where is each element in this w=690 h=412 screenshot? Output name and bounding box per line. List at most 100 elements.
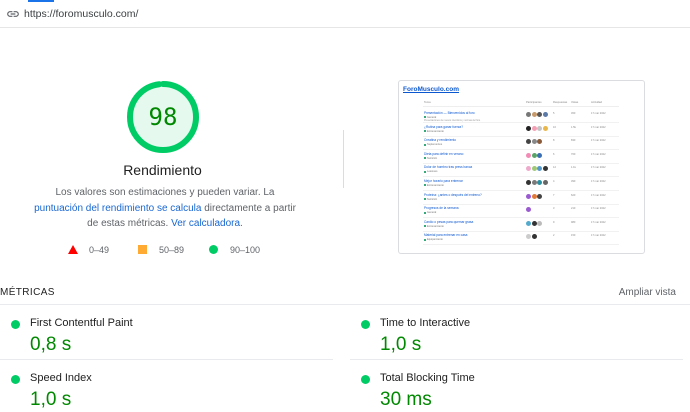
avatar-icon [531, 220, 537, 226]
thumbnail-views: 980 [571, 220, 576, 224]
avatar-icon [531, 193, 537, 199]
calculator-link[interactable]: Ver calculadora [171, 218, 241, 229]
thumbnail-topic-title: Creatina y rendimiento [424, 138, 457, 143]
page-screenshot-thumbnail[interactable]: ForoMusculo.com Tema Participantes Respu… [398, 80, 645, 254]
thumbnail-category-label: General [427, 116, 437, 119]
thumbnail-category-label: Nutrición [427, 197, 438, 201]
metric-value: 30 ms [380, 389, 432, 410]
metric-name: Speed Index [30, 372, 92, 384]
avatar-icon [531, 180, 537, 185]
avatar-icon [542, 180, 548, 185]
vertical-divider [343, 130, 344, 188]
avatar-icon [531, 166, 537, 172]
thumbnail-views: 620 [571, 193, 576, 197]
thumbnail-topic-title: Progresos de la semana [424, 206, 459, 211]
thumbnail-activity: 17 mar 2022 [591, 193, 606, 197]
metric-divider [350, 359, 683, 360]
legend-label: 50–89 [159, 245, 185, 255]
thumbnail-activity: 17 mar 2022 [591, 152, 606, 156]
thumbnail-replies: 4 [553, 180, 555, 183]
description-text-1: Los valores son estimaciones y pueden va… [55, 187, 275, 198]
avatar-icon [526, 152, 531, 158]
thumbnail-topic-row: Dieta para definir en verano Nutrición 6 76… [423, 151, 619, 164]
category-dot-icon [424, 116, 426, 119]
avatar-icon [531, 234, 537, 240]
avatar-icon [537, 112, 542, 117]
thumbnail-topic-category: Entrenamiento [424, 130, 444, 133]
description-text-2: directamente a partir de estas métricas. [87, 202, 296, 230]
thumbnail-topic-title: Proteína: ¿antes o después del entreno? [424, 192, 482, 197]
expand-view-toggle[interactable]: Ampliar vista [618, 287, 676, 298]
section-divider [0, 304, 690, 305]
metric-name: Total Blocking Time [380, 372, 475, 384]
metric-speed-index: Speed Index 1,0 s [0, 362, 333, 412]
thumbnail-column-header: Respuestas [553, 101, 568, 104]
thumbnail-replies: 10 [553, 125, 556, 129]
legend-label: 90–100 [230, 245, 261, 255]
thumbnail-views: 1.1k [571, 166, 576, 170]
score-calculation-link[interactable]: puntuación del rendimiento se calcula [34, 202, 202, 214]
thumbnail-category-label: Entrenamiento [427, 224, 444, 228]
thumbnail-activity: 17 mar 2022 [591, 166, 606, 170]
avatar-icon [526, 193, 531, 199]
thumbnail-activity: 17 mar 2022 [591, 180, 606, 183]
thumbnail-views: 390 [571, 180, 576, 183]
score-description: Los valores son estimaciones y pueden va… [30, 185, 300, 232]
thumbnail-topic-snippet: Presentaciones de nuevos miembros y norm… [424, 120, 481, 122]
thumbnail-topic-category: Entrenamiento [424, 225, 444, 228]
thumbnail-topic-title: Material para entrenar en casa [424, 233, 468, 238]
avatar-icon [537, 125, 542, 131]
performance-score-gauge: 98 [125, 79, 201, 155]
category-dot-icon [424, 238, 426, 241]
thumbnail-activity: 17 mar 2022 [591, 125, 606, 129]
thumbnail-activity: 17 mar 2022 [591, 207, 606, 211]
thumbnail-site-brand: ForoMusculo.com [403, 86, 459, 93]
active-tab-indicator [28, 0, 54, 2]
description-text-3: . [240, 218, 243, 229]
thumbnail-category-label: Suplementos [427, 143, 443, 147]
thumbnail-replies: 12 [553, 166, 556, 170]
avatar-icon [537, 193, 542, 199]
thumbnail-column-header: Participantes [526, 101, 542, 104]
avatar-icon [537, 180, 542, 185]
category-dot-icon [424, 184, 426, 187]
category-dot-icon [424, 197, 426, 200]
green-circle-icon [361, 320, 370, 329]
metric-name: First Contentful Paint [30, 317, 133, 329]
thumbnail-views: 1.5k [571, 125, 576, 129]
url-bar: https://foromusculo.com/ [0, 0, 690, 28]
avatar-icon [526, 180, 531, 185]
thumbnail-topic-title: Mejor horario para entrenar [424, 179, 463, 183]
avatar-icon [531, 112, 537, 117]
avatar-icon [526, 207, 531, 213]
category-dot-icon [424, 157, 426, 160]
thumbnail-topic-category: Equipamiento [424, 238, 443, 241]
score-gauge-ring [127, 81, 199, 153]
metric-value: 1,0 s [380, 334, 422, 355]
thumbnail-activity: 17 mar 2022 [591, 220, 606, 224]
thumbnail-views: 450 [571, 112, 576, 115]
thumbnail-topic-row: Creatina y rendimiento Suplementos 8 830 17 … [423, 137, 619, 151]
avatar-icon [526, 220, 531, 226]
thumbnail-category-label: Equipamiento [427, 238, 443, 242]
link-icon [7, 11, 19, 17]
thumbnail-views: 760 [571, 152, 576, 156]
avatar-icon [526, 139, 531, 145]
avatar-icon [542, 166, 548, 172]
category-dot-icon [424, 211, 426, 214]
metric-total-blocking-time: Total Blocking Time 30 ms [350, 362, 683, 412]
score-value: 98 [148, 103, 178, 131]
avatar-icon [526, 234, 531, 240]
thumbnail-activity: 17 mar 2022 [591, 234, 606, 238]
thumbnail-replies: 9 [553, 220, 555, 224]
green-circle-icon [11, 320, 20, 329]
score-legend: 0–49 50–89 90–100 [68, 244, 288, 256]
thumbnail-category-label: Lesiones [427, 170, 438, 174]
avatar-icon [537, 166, 542, 172]
page-url[interactable]: https://foromusculo.com/ [24, 8, 139, 20]
metric-first-contentful-paint: First Contentful Paint 0,8 s [0, 307, 333, 360]
thumbnail-activity: 17 mar 2022 [591, 112, 606, 115]
avatar-icon [531, 139, 537, 145]
avatar-icon [537, 152, 542, 158]
thumbnail-topic-category: General [424, 211, 436, 214]
